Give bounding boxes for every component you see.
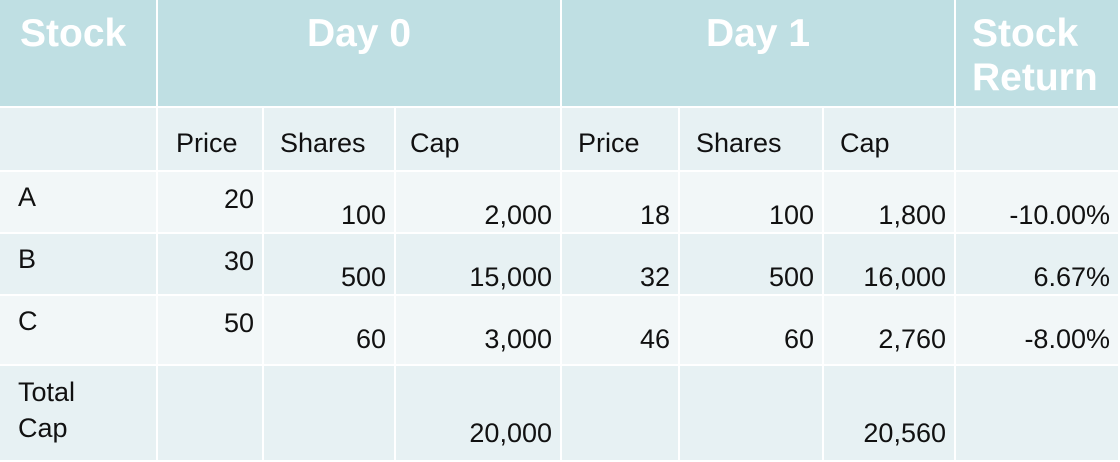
total-empty-price0 bbox=[158, 366, 264, 462]
row-a-price1-value: 18 bbox=[640, 200, 670, 230]
row-b-price0-value: 30 bbox=[224, 246, 254, 276]
header-day0-label: Day 0 bbox=[307, 12, 411, 55]
subheader-return-empty bbox=[956, 108, 1120, 172]
row-c-cap0: 3,000 bbox=[396, 296, 562, 366]
row-b-price1-value: 32 bbox=[640, 262, 670, 292]
row-b-stock-label: B bbox=[18, 244, 36, 274]
row-a-shares0-value: 100 bbox=[341, 200, 386, 230]
header-return-line2: Return bbox=[972, 56, 1110, 100]
row-a-price1: 18 bbox=[562, 172, 680, 234]
row-a-shares1-value: 100 bbox=[769, 200, 814, 230]
row-c-price1: 46 bbox=[562, 296, 680, 366]
row-a-stock-label: A bbox=[18, 182, 36, 212]
row-b-stock: B bbox=[0, 234, 158, 296]
row-c-return-value: -8.00% bbox=[1024, 324, 1110, 354]
row-a-cap0: 2,000 bbox=[396, 172, 562, 234]
total-cap0-value: 20,000 bbox=[469, 418, 552, 448]
row-c-shares0-value: 60 bbox=[356, 324, 386, 354]
total-cap0: 20,000 bbox=[396, 366, 562, 462]
header-day1: Day 1 bbox=[562, 0, 956, 108]
total-cap-label: Total Cap bbox=[0, 366, 158, 462]
subheader-empty bbox=[0, 108, 158, 172]
row-a-price0: 20 bbox=[158, 172, 264, 234]
row-b-cap1: 16,000 bbox=[824, 234, 956, 296]
total-empty-price1 bbox=[562, 366, 680, 462]
row-c-shares1-value: 60 bbox=[784, 324, 814, 354]
row-b-shares1-value: 500 bbox=[769, 262, 814, 292]
total-empty-shares0 bbox=[264, 366, 396, 462]
row-c-shares1: 60 bbox=[680, 296, 824, 366]
subheader-shares-day1: Shares bbox=[680, 108, 824, 172]
row-a-cap0-value: 2,000 bbox=[484, 200, 552, 230]
row-a-return-value: -10.00% bbox=[1009, 200, 1110, 230]
row-c-cap1-value: 2,760 bbox=[878, 324, 946, 354]
header-stock-return: Stock Return bbox=[956, 0, 1120, 108]
row-b-price0: 30 bbox=[158, 234, 264, 296]
row-b-cap0: 15,000 bbox=[396, 234, 562, 296]
row-c-price0: 50 bbox=[158, 296, 264, 366]
subheader-shares-day0: Shares bbox=[264, 108, 396, 172]
row-a-shares0: 100 bbox=[264, 172, 396, 234]
subheader-shares-day1-label: Shares bbox=[696, 128, 782, 158]
total-empty-return bbox=[956, 366, 1120, 462]
row-b-shares1: 500 bbox=[680, 234, 824, 296]
row-c-shares0: 60 bbox=[264, 296, 396, 366]
subheader-shares-day0-label: Shares bbox=[280, 128, 366, 158]
row-b-cap0-value: 15,000 bbox=[469, 262, 552, 292]
row-c-price0-value: 50 bbox=[224, 308, 254, 338]
row-b-cap1-value: 16,000 bbox=[863, 262, 946, 292]
row-a-price0-value: 20 bbox=[224, 184, 254, 214]
total-cap1-value: 20,560 bbox=[863, 418, 946, 448]
row-c-cap1: 2,760 bbox=[824, 296, 956, 366]
row-b-shares0-value: 500 bbox=[341, 262, 386, 292]
row-a-return: -10.00% bbox=[956, 172, 1120, 234]
row-a-cap1: 1,800 bbox=[824, 172, 956, 234]
row-a-stock: A bbox=[0, 172, 158, 234]
row-c-cap0-value: 3,000 bbox=[484, 324, 552, 354]
subheader-cap-day0-label: Cap bbox=[410, 128, 460, 158]
row-c-price1-value: 46 bbox=[640, 324, 670, 354]
subheader-cap-day1-label: Cap bbox=[840, 128, 890, 158]
header-stock-label: Stock bbox=[20, 12, 126, 55]
row-c-stock: C bbox=[0, 296, 158, 366]
header-day1-label: Day 1 bbox=[706, 12, 810, 55]
row-b-price1: 32 bbox=[562, 234, 680, 296]
row-b-return: 6.67% bbox=[956, 234, 1120, 296]
row-b-shares0: 500 bbox=[264, 234, 396, 296]
total-cap1: 20,560 bbox=[824, 366, 956, 462]
row-b-return-value: 6.67% bbox=[1033, 262, 1110, 292]
subheader-price-day0-label: Price bbox=[176, 128, 238, 158]
total-empty-shares1 bbox=[680, 366, 824, 462]
row-c-stock-label: C bbox=[18, 306, 38, 336]
total-label-line1: Total bbox=[18, 374, 148, 410]
subheader-price-day0: Price bbox=[158, 108, 264, 172]
header-day0: Day 0 bbox=[158, 0, 562, 108]
row-a-shares1: 100 bbox=[680, 172, 824, 234]
subheader-cap-day0: Cap bbox=[396, 108, 562, 172]
subheader-cap-day1: Cap bbox=[824, 108, 956, 172]
subheader-price-day1-label: Price bbox=[578, 128, 640, 158]
total-label-line2: Cap bbox=[18, 410, 148, 446]
row-c-return: -8.00% bbox=[956, 296, 1120, 366]
subheader-price-day1: Price bbox=[562, 108, 680, 172]
header-stock: Stock bbox=[0, 0, 158, 108]
row-a-cap1-value: 1,800 bbox=[878, 200, 946, 230]
header-return-line1: Stock bbox=[972, 12, 1110, 56]
